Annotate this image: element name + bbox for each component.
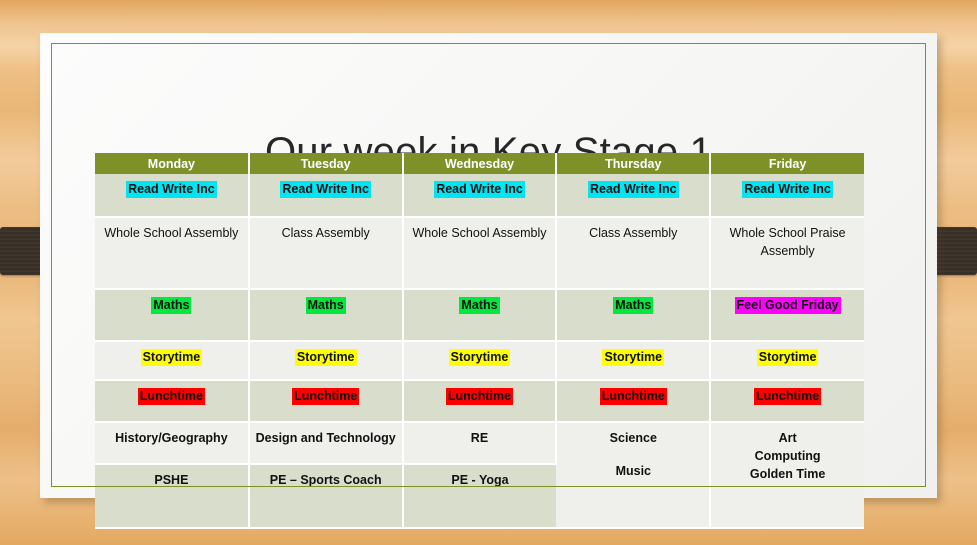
cell-monday-assembly: Whole School Assembly [95, 217, 250, 290]
cell-tuesday-afternoon-2: PE – Sports Coach [248, 464, 404, 529]
cell-friday-computing: Computing [754, 448, 821, 463]
cell-friday-read-write-inc: Read Write Inc [710, 174, 864, 218]
column-header-tuesday: Tuesday [248, 153, 404, 174]
cell-tuesday-afternoon-1: Design and Technology [248, 422, 404, 465]
timetable-header: Monday Tuesday Wednesday Thursday Friday [95, 153, 864, 174]
cell-monday-read-write-inc: Read Write Inc [95, 174, 250, 218]
highlight-chip: Storytime [140, 349, 203, 366]
highlight-chip: Maths [305, 297, 346, 314]
cell-monday-maths: Maths [95, 289, 250, 342]
cell-thursday-read-write-inc: Read Write Inc [556, 174, 712, 218]
cell-monday-afternoon-2: PSHE [95, 464, 250, 529]
timetable-header-row: Monday Tuesday Wednesday Thursday Friday [95, 153, 864, 174]
table-row: Read Write Inc Read Write Inc Read Write… [95, 174, 864, 218]
cell-friday-afternoon-merged: Art Computing Golden Time [710, 422, 864, 529]
cell-wednesday-assembly: Whole School Assembly [402, 217, 558, 290]
table-row: Lunchtime Lunchtime Lunchtime Lunchtime … [95, 380, 864, 423]
column-header-friday: Friday [710, 153, 864, 174]
cell-wednesday-afternoon-1: RE [402, 422, 558, 465]
slide-content: Our week in Key Stage 1 Monday Tuesday W… [40, 33, 937, 529]
highlight-chip: Storytime [448, 349, 511, 366]
highlight-chip: Lunchtime [753, 388, 822, 405]
cell-wednesday-read-write-inc: Read Write Inc [402, 174, 558, 218]
column-header-thursday: Thursday [556, 153, 712, 174]
highlight-chip: Read Write Inc [280, 181, 371, 198]
cell-thursday-music: Music [615, 463, 651, 478]
cell-tuesday-storytime: Storytime [248, 341, 404, 381]
highlight-chip: Lunchtime [599, 388, 667, 405]
cell-friday-storytime: Storytime [710, 341, 864, 381]
cell-wednesday-lunchtime: Lunchtime [402, 380, 558, 423]
highlight-chip: Storytime [602, 349, 665, 366]
table-row: PSHE PE – Sports Coach PE - Yoga [95, 464, 864, 529]
cell-friday-art: Art [778, 431, 797, 445]
highlight-chip: Maths [613, 297, 654, 314]
highlight-chip: Maths [459, 297, 500, 314]
highlight-chip: Feel Good Friday [734, 297, 841, 314]
column-header-monday: Monday [95, 153, 250, 174]
cell-thursday-afternoon-merged: Science Music [556, 422, 712, 529]
highlight-chip: Read Write Inc [126, 181, 217, 198]
highlight-chip: Read Write Inc [742, 181, 833, 198]
highlight-chip: Lunchtime [292, 388, 360, 405]
highlight-chip: Lunchtime [445, 388, 514, 405]
cell-thursday-science: Science [609, 431, 657, 445]
cell-monday-lunchtime: Lunchtime [95, 380, 250, 423]
weekly-timetable: Monday Tuesday Wednesday Thursday Friday… [95, 153, 864, 529]
table-row: History/Geography Design and Technology … [95, 422, 864, 529]
cell-monday-storytime: Storytime [95, 341, 250, 381]
table-row: Whole School Assembly Class Assembly Who… [95, 217, 864, 290]
highlight-chip: Storytime [756, 349, 819, 366]
cell-thursday-maths: Maths [556, 289, 712, 342]
highlight-chip: Read Write Inc [434, 181, 525, 198]
highlight-chip: Maths [151, 297, 192, 314]
cell-wednesday-storytime: Storytime [402, 341, 558, 381]
cell-tuesday-lunchtime: Lunchtime [248, 380, 404, 423]
cell-tuesday-read-write-inc: Read Write Inc [248, 174, 404, 218]
cell-tuesday-maths: Maths [248, 289, 404, 342]
cell-friday-feel-good-friday: Feel Good Friday [710, 289, 864, 342]
cell-thursday-storytime: Storytime [556, 341, 712, 381]
highlight-chip: Lunchtime [137, 388, 205, 405]
cell-thursday-lunchtime: Lunchtime [556, 380, 712, 423]
column-header-wednesday: Wednesday [402, 153, 558, 174]
cell-wednesday-maths: Maths [402, 289, 558, 342]
cell-thursday-assembly: Class Assembly [556, 217, 712, 290]
cell-spacer [561, 448, 705, 463]
cell-wednesday-afternoon-2: PE - Yoga [402, 464, 557, 529]
highlight-chip: Storytime [294, 349, 357, 366]
cell-friday-golden-time: Golden Time [749, 466, 826, 481]
cell-friday-assembly: Whole School Praise Assembly [710, 217, 864, 290]
cell-tuesday-assembly: Class Assembly [248, 217, 404, 290]
highlight-chip: Read Write Inc [587, 181, 679, 198]
table-row: Maths Maths Maths Maths Feel Good Friday [95, 289, 864, 342]
slide-panel: Our week in Key Stage 1 Monday Tuesday W… [40, 33, 937, 529]
cell-monday-afternoon-1: History/Geography [95, 422, 250, 465]
timetable-body: Read Write Inc Read Write Inc Read Write… [95, 174, 864, 529]
table-row: Storytime Storytime Storytime Storytime … [95, 341, 864, 381]
cell-friday-lunchtime: Lunchtime [710, 380, 864, 423]
